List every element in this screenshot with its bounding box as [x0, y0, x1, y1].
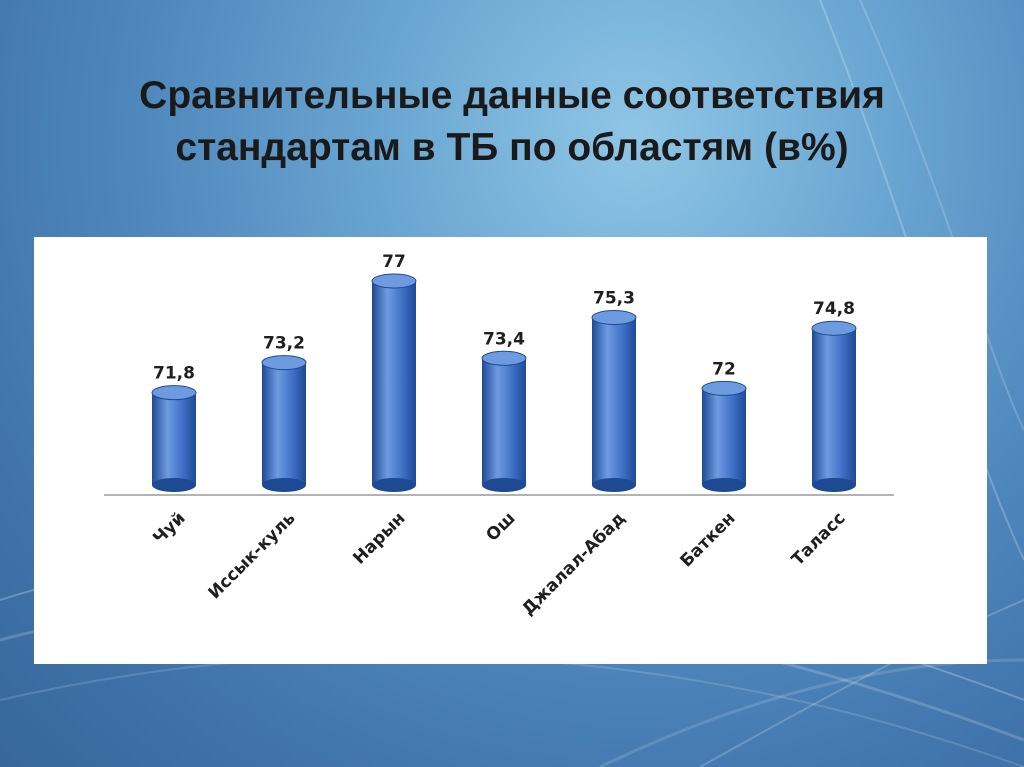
category-label-4: Ош — [482, 508, 519, 545]
category-label-6: Баткен — [677, 508, 740, 571]
value-label-7: 74,8 — [813, 299, 855, 319]
bar-5 — [591, 310, 637, 492]
value-label-1: 71,8 — [153, 364, 195, 384]
bar-4 — [481, 350, 527, 492]
bar-3 — [371, 273, 417, 492]
chart-panel: 71,8 Чуй 73,2 Иссык-куль 77 Нарын 73,4 Ош 75,3 Дж… — [34, 237, 987, 664]
category-label-2: Иссык-куль — [205, 508, 300, 603]
category-label-1: Чуй — [149, 508, 189, 548]
category-label-7: Таласс — [788, 508, 850, 570]
value-label-4: 73,4 — [483, 329, 525, 349]
slide-title-line-2: стандартам в ТБ по областям (в%) — [175, 126, 849, 169]
bar-1 — [151, 385, 197, 492]
value-label-6: 72 — [712, 359, 736, 379]
value-label-3: 77 — [382, 252, 406, 272]
bar-7 — [811, 320, 857, 492]
category-label-5: Джалал-Абад — [518, 508, 629, 619]
bar-6 — [701, 380, 747, 492]
slide-title-line-1: Сравнительные данные соответствия — [139, 74, 885, 117]
category-label-3: Нарын — [349, 508, 409, 568]
slide-title: Сравнительные данные соответствия станда… — [62, 70, 962, 174]
value-label-2: 73,2 — [263, 334, 305, 354]
bar-chart: 71,8 Чуй 73,2 Иссык-куль 77 Нарын 73,4 Ош 75,3 Дж… — [104, 252, 894, 620]
value-label-5: 75,3 — [593, 289, 635, 309]
bar-2 — [261, 355, 307, 492]
